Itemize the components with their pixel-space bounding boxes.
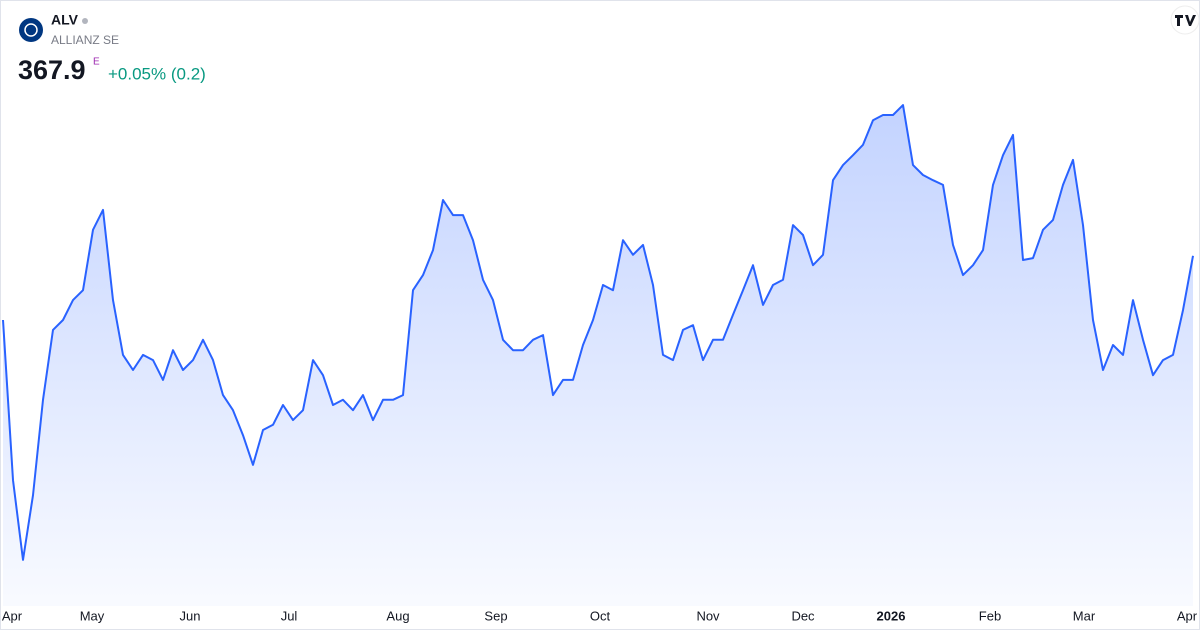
x-tick-label: 2026 — [877, 608, 906, 623]
plot — [2, 104, 1194, 606]
x-tick-label: Jun — [180, 608, 201, 623]
x-tick-label: Sep — [484, 608, 507, 623]
x-tick-label: Jul — [281, 608, 298, 623]
price-change: +0.05% (0.2) — [108, 64, 206, 83]
price-flag: E — [93, 57, 100, 68]
price: 367.9 — [18, 55, 86, 85]
logo-mark — [24, 23, 38, 37]
company-name: ALLIANZ SE — [51, 33, 119, 47]
symbol: ALV — [51, 12, 79, 28]
tv-logo — [1170, 5, 1200, 35]
area — [3, 105, 1193, 606]
x-tick-label: Apr — [2, 608, 23, 623]
x-tick-label: May — [80, 608, 105, 623]
x-tick-label: Aug — [386, 608, 409, 623]
price-line — [2, 104, 1194, 561]
x-tick-label: Feb — [979, 608, 1001, 623]
x-tick-label: Mar — [1073, 608, 1096, 623]
x-tick-label: Dec — [791, 608, 815, 623]
x-tick-label: Apr — [1177, 608, 1198, 623]
x-tick-label: Oct — [590, 608, 611, 623]
logo — [19, 18, 43, 42]
x-tick-label: Nov — [696, 608, 720, 623]
status-dot — [82, 18, 88, 24]
